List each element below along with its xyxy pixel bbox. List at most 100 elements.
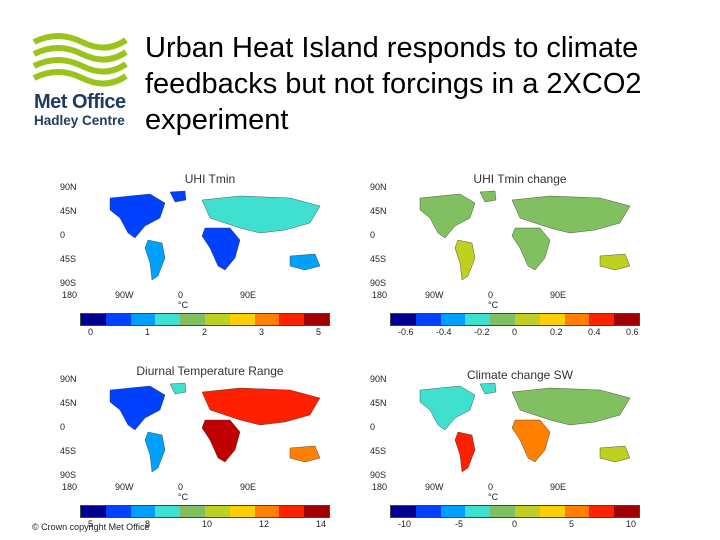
landmass [479, 382, 497, 395]
landmass [599, 445, 631, 463]
colorbar-swatch [155, 506, 181, 517]
colorbar-swatch [130, 506, 156, 517]
lat-label: 90S [60, 278, 77, 288]
lat-label: 0 [370, 422, 376, 432]
colorbar-tick-label: 5 [569, 519, 575, 529]
colorbar-tick-label: 0.6 [626, 327, 639, 337]
lon-label: 90E [240, 290, 257, 300]
landmass [201, 195, 321, 234]
lat-label: 90S [370, 278, 387, 288]
lat-label: 90S [60, 470, 77, 480]
colorbar-swatch [180, 314, 205, 325]
colorbar-tick-label: 10 [202, 519, 213, 529]
colorbar-swatch [440, 314, 466, 325]
landmass [419, 193, 476, 239]
landmass [511, 195, 631, 234]
landmass [201, 419, 241, 463]
colorbar-swatch [539, 506, 565, 517]
colorbar-swatch [564, 506, 590, 517]
colorbar-swatch [465, 506, 491, 517]
colorbar-tick-label: -0.2 [474, 327, 490, 337]
colorbar-tick-label: 0.2 [550, 327, 563, 337]
landmass [454, 239, 476, 281]
colorbar-tick-label: 0.4 [588, 327, 601, 337]
landmass [144, 239, 166, 281]
colorbar-tick-label: 14 [316, 519, 327, 529]
world-map [109, 190, 321, 281]
logo-brand-text: Met Office [34, 91, 126, 113]
colorbar-tick-label: 0 [88, 327, 94, 337]
lat-label: 0 [60, 230, 66, 240]
landmass [109, 385, 166, 431]
colorbar [80, 505, 330, 518]
lat-label: 45N [370, 206, 387, 216]
landmass [511, 419, 551, 463]
colorbar [390, 505, 640, 518]
colorbar-swatch [614, 506, 639, 517]
lat-label: 45S [60, 446, 77, 456]
map-panel-3: Diurnal Temperature Range 90N 45N 0 45S 90S 18… [60, 364, 360, 539]
lon-label: 90E [240, 482, 257, 492]
colorbar-tick-label: -5 [455, 519, 464, 529]
copyright-footer: © Crown copyright Met Office [32, 522, 150, 532]
unit-label: °C [178, 300, 189, 310]
lat-label: 0 [60, 422, 66, 432]
colorbar-swatch [180, 506, 205, 517]
colorbar-tick-label: 3 [259, 327, 265, 337]
landmass [109, 193, 166, 239]
landmass [419, 385, 476, 431]
lon-label: 90E [550, 482, 567, 492]
landmass [454, 431, 476, 473]
lon-label: 180 [62, 290, 78, 300]
lon-label: 90W [115, 290, 134, 300]
panel-title: UHI Tmin change [473, 172, 567, 186]
colorbar [390, 313, 640, 326]
colorbar [80, 313, 330, 326]
colorbar-swatch [589, 314, 615, 325]
colorbar-swatch [391, 314, 416, 325]
lon-label: 180 [372, 482, 388, 492]
panel-title: Climate change SW [466, 368, 574, 382]
slide-title: Urban Heat Island responds to climate fe… [145, 32, 642, 136]
colorbar-swatch [514, 506, 540, 517]
colorbar-swatch [204, 314, 230, 325]
lat-label: 90S [370, 470, 387, 480]
colorbar-tick-label: -0.4 [436, 327, 452, 337]
world-map [109, 382, 321, 473]
unit-label: °C [488, 300, 499, 310]
colorbar-swatch [254, 314, 280, 325]
lon-label: 0 [178, 290, 184, 300]
colorbar-swatch [279, 314, 305, 325]
landmass [201, 227, 241, 271]
lat-label: 0 [370, 230, 376, 240]
colorbar-swatch [589, 506, 615, 517]
lat-label: 90N [370, 374, 387, 384]
lon-label: 90W [425, 290, 444, 300]
colorbar-tick-label: -0.6 [398, 327, 414, 337]
colorbar-tick-label: 12 [259, 519, 270, 529]
colorbar-swatch [539, 314, 565, 325]
colorbar-swatch [614, 314, 639, 325]
lat-label: 90N [370, 182, 387, 192]
lat-label: 90N [60, 374, 77, 384]
landmass [511, 227, 551, 271]
colorbar-swatch [440, 506, 466, 517]
lon-label: 90E [550, 290, 567, 300]
colorbar-tick-label: 2 [202, 327, 208, 337]
colorbar-swatch [391, 506, 416, 517]
lon-label: 90W [425, 482, 444, 492]
logo-sub-text: Hadley Centre [34, 113, 125, 128]
unit-label: °C [488, 492, 499, 502]
colorbar-swatch [81, 314, 106, 325]
map-panel-2: UHI Tmin change 90N 45N 0 45S 90S 180 90W 0 90E °C… [370, 172, 670, 347]
wave-logo-icon [32, 33, 128, 87]
colorbar-swatch [490, 506, 515, 517]
lon-label: 90W [115, 482, 134, 492]
landmass [599, 253, 631, 271]
landmass [289, 253, 321, 271]
colorbar-tick-label: -10 [398, 519, 412, 529]
colorbar-swatch [204, 506, 230, 517]
colorbar-swatch [81, 506, 106, 517]
colorbar-swatch [105, 506, 131, 517]
colorbar-swatch [279, 506, 305, 517]
